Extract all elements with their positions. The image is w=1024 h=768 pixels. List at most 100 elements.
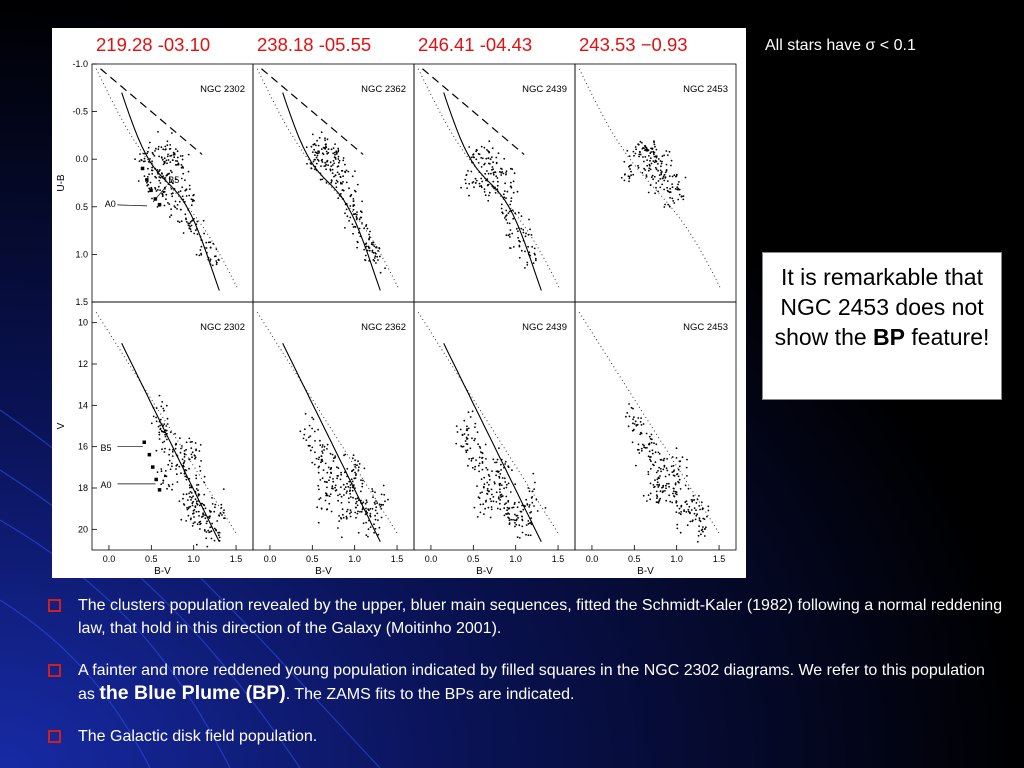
star-point <box>324 161 326 164</box>
star-point <box>168 453 170 456</box>
star-point <box>308 424 311 427</box>
star-point <box>320 461 322 464</box>
star-point <box>498 477 501 479</box>
star-point <box>356 464 358 467</box>
star-point <box>492 458 495 461</box>
star-point <box>191 456 193 459</box>
star-point <box>512 246 515 248</box>
star-point <box>187 222 190 225</box>
star-point <box>331 172 334 175</box>
star-point <box>199 528 201 530</box>
star-point <box>491 166 494 168</box>
star-point <box>533 505 535 507</box>
star-point <box>205 241 208 244</box>
y-tick-label: 16 <box>78 442 88 452</box>
star-point <box>191 504 194 507</box>
star-point <box>205 522 208 525</box>
star-point <box>342 189 344 192</box>
star-point <box>671 456 674 458</box>
star-point <box>170 188 173 190</box>
star-point <box>664 490 666 492</box>
x-tick-label: 1.0 <box>509 554 522 564</box>
coord-label-2: 238.18 -05.55 <box>257 34 372 55</box>
star-point <box>167 484 170 486</box>
star-point <box>485 157 488 160</box>
star-point <box>662 175 665 178</box>
star-point <box>660 458 663 461</box>
star-point <box>676 504 679 507</box>
star-point <box>664 171 667 174</box>
star-point <box>651 449 654 452</box>
star-point <box>183 460 186 462</box>
star-point <box>342 483 345 486</box>
star-point <box>684 501 687 504</box>
star-point <box>664 475 667 478</box>
star-point <box>329 476 331 479</box>
x-tick-label: 1.5 <box>713 554 726 564</box>
star-point <box>512 518 514 521</box>
star-point <box>484 443 487 446</box>
star-point <box>468 458 470 460</box>
star-point <box>513 172 516 175</box>
star-point <box>488 483 490 486</box>
star-point <box>504 463 506 465</box>
star-point <box>177 191 180 193</box>
star-point <box>675 500 678 502</box>
star-point <box>349 515 352 518</box>
star-point <box>693 512 696 515</box>
star-point <box>514 513 516 516</box>
star-point <box>177 220 179 223</box>
star-point <box>673 174 676 177</box>
star-point <box>154 188 157 190</box>
star-point <box>316 152 318 154</box>
star-point <box>503 503 506 506</box>
star-point <box>364 254 367 257</box>
star-point <box>521 531 524 534</box>
star-point <box>486 481 489 484</box>
star-point <box>318 498 321 501</box>
star-point <box>158 431 161 434</box>
star-point <box>372 496 374 499</box>
star-point <box>527 245 529 248</box>
star-point <box>479 451 482 453</box>
star-point <box>337 527 339 529</box>
star-point <box>493 482 496 485</box>
star-point <box>159 176 162 179</box>
star-point <box>321 444 324 446</box>
star-point <box>704 528 706 530</box>
star-point <box>185 478 188 481</box>
star-point <box>160 483 163 486</box>
coord-label-1: 219.28 -03.10 <box>96 34 211 55</box>
star-point <box>209 258 212 261</box>
star-point <box>378 526 381 529</box>
star-point <box>628 177 631 180</box>
star-point <box>188 188 191 191</box>
x-tick-label: 0.0 <box>103 554 116 564</box>
star-point <box>190 198 193 201</box>
star-point <box>349 205 352 207</box>
star-point <box>699 508 701 511</box>
star-point <box>349 492 351 495</box>
star-point <box>377 259 379 261</box>
star-point <box>172 151 175 154</box>
star-point <box>196 220 199 223</box>
star-point <box>183 461 185 464</box>
star-point <box>190 224 193 227</box>
star-point <box>519 510 522 513</box>
star-point <box>510 186 513 189</box>
star-point <box>513 503 516 505</box>
star-point <box>630 174 632 177</box>
star-point <box>167 153 169 156</box>
star-point <box>511 209 514 212</box>
star-point <box>647 473 650 476</box>
star-point <box>354 498 357 500</box>
star-point <box>680 511 682 513</box>
star-point <box>514 483 517 486</box>
star-point <box>650 460 652 463</box>
star-point <box>173 205 176 207</box>
star-point <box>143 175 146 178</box>
star-point <box>340 182 342 185</box>
star-point <box>628 415 631 418</box>
star-point <box>472 181 475 183</box>
star-point <box>191 525 194 527</box>
